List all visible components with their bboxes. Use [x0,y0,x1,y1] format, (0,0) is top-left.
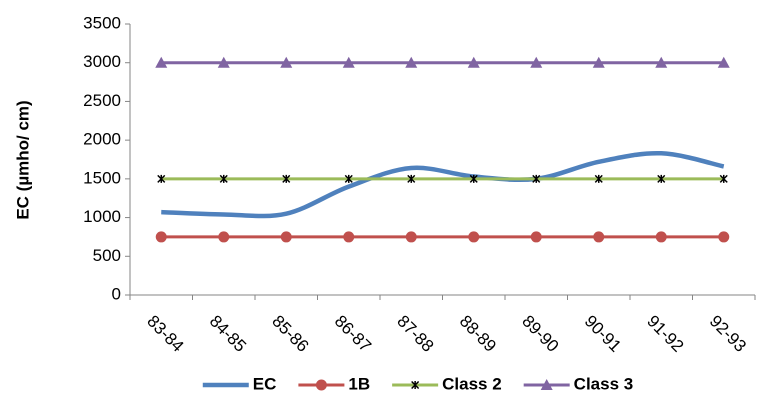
marker [540,379,553,390]
x-tick-label: 85-86 [268,312,312,356]
x-tick-label: 89-90 [518,312,562,356]
marker [280,56,293,68]
marker [530,56,543,68]
marker [315,379,327,391]
marker [342,56,355,68]
marker [532,174,541,183]
y-tick-label: 1000 [83,207,121,226]
legend-label: EC [253,374,277,393]
marker [411,380,420,390]
y-tick-label: 3500 [83,13,121,32]
x-tick-label: 87-88 [393,312,437,356]
marker [407,174,416,183]
marker [217,56,230,68]
x-tick-label: 90-91 [581,312,625,356]
marker [594,174,603,183]
marker [218,231,230,243]
x-tick-label: 92-93 [706,312,750,356]
marker [282,174,291,183]
marker [344,174,353,183]
marker [405,56,418,68]
marker [469,174,478,183]
x-tick-label: 83-84 [143,312,187,356]
y-tick-label: 3000 [83,52,121,71]
marker [343,231,355,243]
marker [593,231,605,243]
y-tick-label: 2500 [83,91,121,110]
marker [155,231,167,243]
marker [157,174,166,183]
series-line [161,151,725,219]
legend-label: 1B [348,374,370,393]
legend: EC 1B Class 2 Class 3 [202,374,634,393]
marker [530,231,542,243]
marker [655,231,667,243]
x-tick-label: 86-87 [331,312,375,356]
x-tick-label: 88-89 [456,312,500,356]
marker [219,174,228,183]
marker [467,56,480,68]
legend-label: Class 3 [574,374,634,393]
marker [718,231,730,243]
marker [719,174,728,183]
marker [405,231,417,243]
marker [155,56,168,68]
marker [717,56,730,68]
marker [655,56,668,68]
y-tick-label: 0 [112,284,121,303]
legend-label: Class 2 [442,374,502,393]
x-tick-label: 91-92 [643,312,687,356]
y-tick-label: 1500 [83,168,121,187]
y-tick-label: 500 [93,246,121,265]
marker [592,56,605,68]
marker [657,174,666,183]
y-axis-label: EC (µmho/ cm) [13,100,32,219]
marker [468,231,480,243]
y-tick-label: 2000 [83,130,121,149]
marker [280,231,292,243]
x-tick-label: 84-85 [206,312,250,356]
